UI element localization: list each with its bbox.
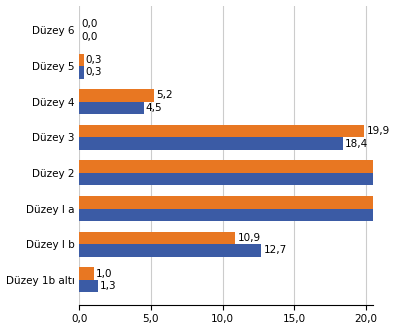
Bar: [79, 209, 395, 221]
Bar: [79, 267, 94, 280]
Text: 12,7: 12,7: [263, 246, 287, 255]
Text: 10,9: 10,9: [237, 233, 261, 243]
Text: 5,2: 5,2: [156, 90, 173, 100]
Text: 0,3: 0,3: [86, 67, 102, 77]
Bar: [79, 244, 261, 257]
Bar: [79, 54, 84, 66]
Bar: [79, 280, 98, 292]
Bar: [79, 66, 84, 79]
Bar: [79, 173, 395, 185]
Text: 1,3: 1,3: [100, 281, 117, 291]
Text: 0,0: 0,0: [81, 19, 98, 29]
Text: 19,9: 19,9: [367, 126, 390, 136]
Text: 1,0: 1,0: [96, 269, 112, 279]
Bar: [79, 232, 235, 244]
Bar: [79, 160, 395, 173]
Text: 0,3: 0,3: [86, 55, 102, 65]
Text: 0,0: 0,0: [81, 32, 98, 42]
Bar: [79, 137, 343, 150]
Bar: [79, 196, 395, 209]
Text: 4,5: 4,5: [146, 103, 162, 113]
Bar: [79, 125, 364, 137]
Bar: [79, 102, 144, 114]
Text: 18,4: 18,4: [345, 139, 368, 148]
Bar: [79, 89, 154, 102]
